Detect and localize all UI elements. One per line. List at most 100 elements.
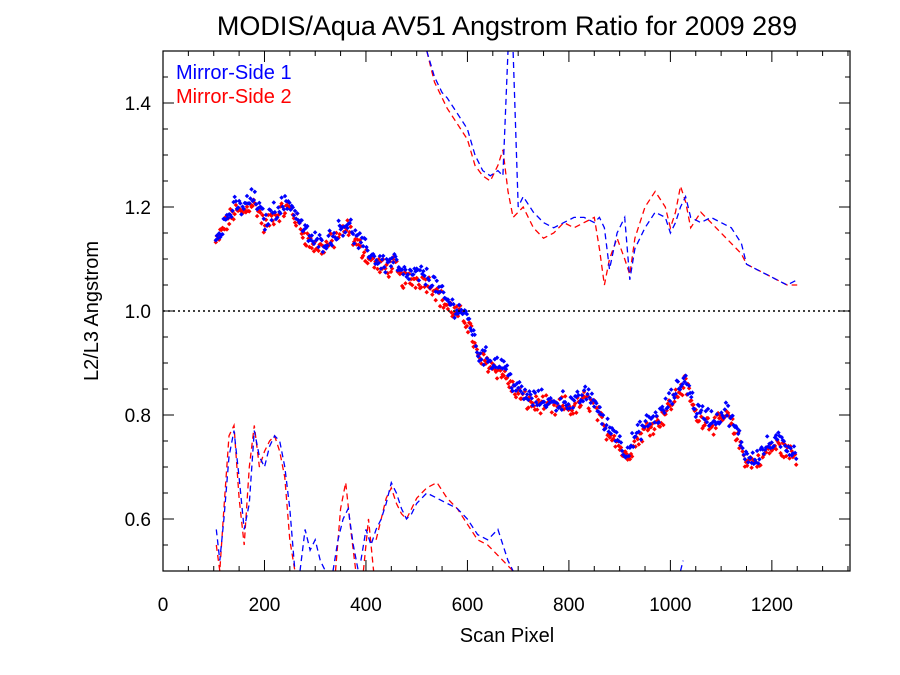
mirror-side-2-point (430, 292, 435, 297)
x-tick-label: 1000 (649, 595, 691, 616)
mirror-side-1-point (771, 443, 777, 449)
mirror-side-2-point (505, 381, 511, 386)
mirror-side-1-point (380, 253, 386, 259)
mirror-side-1-point (408, 268, 414, 274)
mirror-side-1-point (483, 344, 489, 350)
mirror-side-1-point (364, 244, 369, 250)
mirror-side-2-point (386, 274, 392, 280)
mirror-side-1-point (518, 388, 523, 394)
mirror-side-1-point (600, 412, 606, 418)
mirror-side-1-point (530, 402, 536, 408)
mirror-side-2-point (401, 285, 406, 291)
mirror-side-1-point (305, 223, 310, 229)
legend-label-mirror-side-2: Mirror-Side 2 (176, 86, 292, 108)
legend: Mirror-Side 1 Mirror-Side 2 (176, 62, 292, 108)
mirror-side-1-point (723, 400, 729, 405)
mirror-side-2-lower-line (334, 482, 357, 571)
mirror-side-1-point (744, 451, 750, 456)
mirror-side-1-point (363, 236, 368, 242)
mirror-side-1-point (494, 355, 500, 360)
mirror-side-2-point (437, 303, 443, 309)
mirror-side-1-point (559, 407, 565, 412)
x-tick-label: 800 (553, 595, 585, 616)
mirror-side-2-point (756, 453, 761, 458)
mirror-side-1-point (372, 253, 377, 259)
mirror-side-2-point (744, 463, 750, 469)
mirror-side-1-point (272, 209, 278, 215)
mirror-side-1-point (348, 217, 354, 222)
mirror-side-2-point (647, 433, 653, 438)
mirror-side-1-point (722, 407, 728, 412)
mirror-side-1-point (411, 272, 416, 277)
mirror-side-1-point (472, 332, 477, 338)
mirror-side-2-point (462, 320, 467, 326)
mirror-side-2-point (372, 265, 377, 270)
mirror-side-1-point (793, 456, 799, 462)
mirror-side-1-point (788, 446, 793, 451)
mirror-side-1-point (257, 200, 262, 206)
mirror-side-2-point (549, 410, 555, 415)
mirror-side-1-point (637, 419, 643, 425)
mirror-side-1-point (584, 397, 589, 402)
mirror-side-1-point (660, 404, 665, 410)
mirror-side-1-point (686, 383, 692, 388)
mirror-side-1-point (450, 297, 455, 302)
mirror-side-1-upper-line (426, 51, 798, 286)
mirror-side-1-lower-line (299, 529, 326, 571)
mirror-side-1-point (599, 421, 605, 427)
mirror-side-2-point (538, 411, 543, 416)
mirror-side-2-point (562, 394, 568, 399)
mirror-side-1-point (541, 399, 547, 405)
mirror-side-1-point (681, 375, 686, 381)
mirror-side-1-point (656, 420, 662, 425)
mirror-side-2-point (377, 269, 383, 275)
mirror-side-1-point (585, 391, 590, 397)
mirror-side-1-point (488, 358, 493, 364)
mirror-side-1-point (591, 404, 597, 409)
mirror-side-1-point (683, 373, 688, 378)
mirror-side-2-point (501, 373, 507, 379)
mirror-side-1-point (700, 404, 705, 409)
mirror-side-1-point (532, 390, 538, 396)
mirror-side-1-point (750, 450, 755, 455)
mirror-side-2-point (416, 282, 422, 288)
mirror-side-2-point (552, 412, 558, 417)
mirror-side-2-point (595, 417, 600, 423)
mirror-side-2-point (604, 437, 609, 442)
mirror-side-1-point (422, 273, 427, 279)
mirror-side-2-point (258, 210, 263, 215)
mirror-side-1-point (430, 283, 435, 288)
mirror-side-1-point (579, 392, 585, 398)
mirror-side-1-point (626, 453, 632, 459)
plot-area (163, 51, 850, 571)
mirror-side-1-point (389, 255, 395, 261)
mirror-side-2-point (570, 411, 576, 416)
mirror-side-1-point (699, 408, 704, 413)
mirror-side-1-point (692, 406, 697, 412)
mirror-side-2-point (675, 394, 681, 400)
mirror-side-2-point (629, 454, 635, 459)
mirror-side-1-point (249, 187, 254, 192)
mirror-side-2-point (494, 376, 500, 381)
mirror-side-1-point (690, 390, 695, 395)
mirror-side-1-point (524, 392, 530, 397)
mirror-side-1-point (312, 230, 318, 235)
mirror-side-1-point (536, 388, 541, 394)
mirror-side-2-point (481, 352, 486, 357)
mirror-side-1-point (754, 448, 760, 454)
mirror-side-2-point (309, 245, 315, 251)
mirror-side-1-point (539, 387, 544, 392)
mirror-side-1-point (260, 206, 265, 211)
mirror-side-1-point (724, 413, 730, 418)
mirror-side-2-point (465, 329, 471, 335)
mirror-side-2-point (277, 218, 282, 224)
mirror-side-2-point (705, 415, 711, 421)
mirror-side-1-point (721, 415, 726, 421)
mirror-side-1-point (737, 428, 742, 433)
mirror-side-1-point (662, 410, 667, 416)
mirror-side-1-point (791, 444, 797, 449)
mirror-side-2-point (424, 289, 429, 295)
mirror-side-1-point (617, 434, 623, 439)
mirror-side-1-point (437, 289, 443, 295)
mirror-side-1-point (336, 218, 341, 224)
